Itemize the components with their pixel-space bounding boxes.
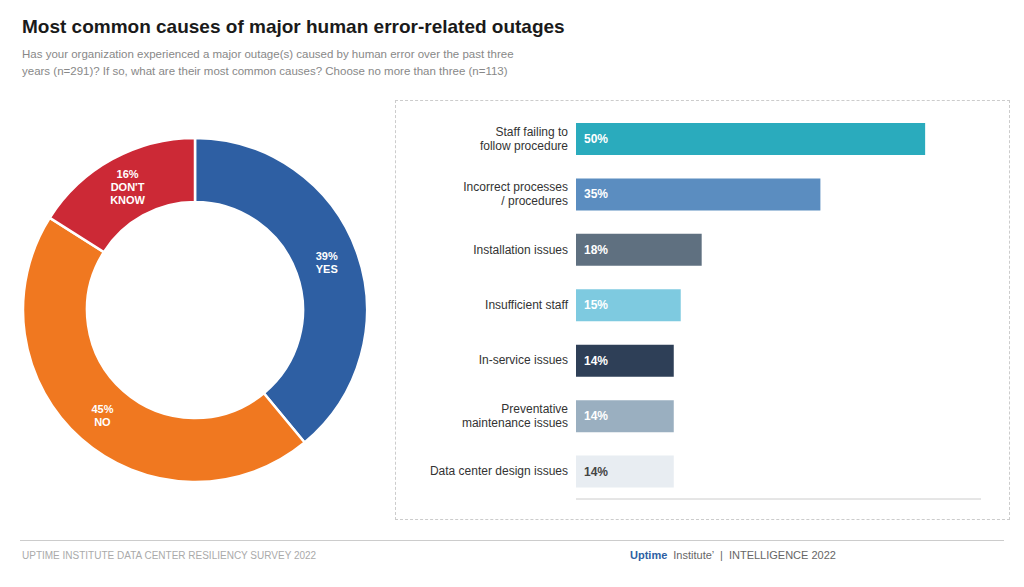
html-text:Institute’ | INTELLIGENCE 2022: Institute’ | INTELLIGENCE 2022 [673, 549, 836, 561]
svg-text:39%YES: 39%YES [316, 250, 338, 275]
svg-text:14%: 14% [584, 409, 608, 423]
svg-text:14%: 14% [584, 465, 608, 479]
svg-text:Insufficient staff: Insufficient staff [485, 298, 569, 312]
svg-text:18%: 18% [584, 243, 608, 257]
html-text:Has your organization experien: Has your organization experienced a majo… [22, 48, 514, 60]
svg-text:45%NO: 45%NO [91, 403, 113, 428]
svg-text:In-service issues: In-service issues [479, 353, 568, 367]
html-text:years (n=291)? If so, what are: years (n=291)? If so, what are their mos… [22, 65, 508, 77]
svg-text:Preventativemaintenance issues: Preventativemaintenance issues [462, 402, 568, 430]
svg-text:Incorrect processes/ procedure: Incorrect processes/ procedures [463, 180, 568, 208]
svg-text:Staff failing tofollow procedu: Staff failing tofollow procedure [480, 125, 568, 153]
svg-text:Installation issues: Installation issues [473, 243, 568, 257]
html-text:UPTIME INSTITUTE DATA CENTER R: UPTIME INSTITUTE DATA CENTER RESILIENCY … [22, 550, 317, 561]
svg-text:15%: 15% [584, 298, 608, 312]
svg-text:35%: 35% [584, 187, 608, 201]
html-text:Most common causes of major hu: Most common causes of major human error-… [22, 16, 565, 37]
svg-text:Data center design issues: Data center design issues [430, 464, 568, 478]
html-text:Uptime: Uptime [630, 549, 668, 561]
svg-text:50%: 50% [584, 132, 608, 146]
svg-text:16%DON'TKNOW: 16%DON'TKNOW [110, 168, 145, 206]
svg-text:14%: 14% [584, 354, 608, 368]
